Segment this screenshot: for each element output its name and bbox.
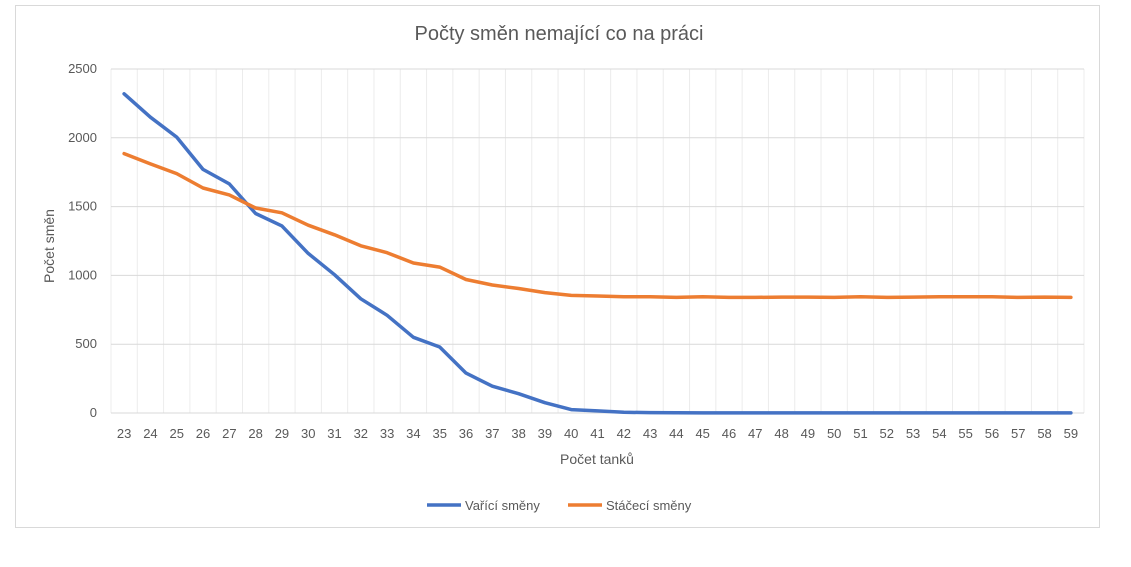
series-line-0 <box>122 92 1073 415</box>
y-tick-label: 2500 <box>68 61 97 76</box>
x-tick-label: 38 <box>511 426 525 441</box>
legend: Vařící směny Stáčecí směny <box>427 498 692 513</box>
line-chart: Počty směn nemající co na práci 0 500 1000… <box>41 23 1085 513</box>
x-tick-label: 49 <box>801 426 815 441</box>
x-tick-label: 26 <box>196 426 210 441</box>
x-tick-label: 43 <box>643 426 657 441</box>
x-tick-label: 35 <box>432 426 446 441</box>
x-tick-label: 58 <box>1037 426 1051 441</box>
x-tick-label: 45 <box>695 426 709 441</box>
x-tick-label: 27 <box>222 426 236 441</box>
x-tick-label: 39 <box>538 426 552 441</box>
x-tick-label: 57 <box>1011 426 1025 441</box>
x-tick-label: 32 <box>354 426 368 441</box>
x-tick-label: 25 <box>170 426 184 441</box>
x-tick-label: 47 <box>748 426 762 441</box>
x-tick-label: 46 <box>722 426 736 441</box>
y-tick-label: 500 <box>75 336 97 351</box>
x-axis-title: Počet tanků <box>560 451 634 467</box>
legend-label: Stáčecí směny <box>606 498 692 513</box>
x-tick-label: 41 <box>590 426 604 441</box>
y-tick-label: 2000 <box>68 130 97 145</box>
series-lines <box>122 92 1073 415</box>
series-line-1 <box>122 151 1073 300</box>
x-axis-ticks: 23 24 25 26 27 28 29 30 31 32 33 34 35 36 37 38 39 40 41 42… <box>117 426 1078 441</box>
x-tick-label: 31 <box>327 426 341 441</box>
x-tick-label: 51 <box>853 426 867 441</box>
x-tick-label: 30 <box>301 426 315 441</box>
x-tick-label: 37 <box>485 426 499 441</box>
x-tick-label: 59 <box>1064 426 1078 441</box>
x-tick-label: 48 <box>774 426 788 441</box>
x-tick-label: 52 <box>880 426 894 441</box>
x-tick-label: 50 <box>827 426 841 441</box>
x-tick-label: 56 <box>985 426 999 441</box>
x-tick-label: 34 <box>406 426 420 441</box>
gridlines <box>110 68 1085 414</box>
x-tick-label: 54 <box>932 426 946 441</box>
x-tick-label: 55 <box>958 426 972 441</box>
x-tick-label: 42 <box>617 426 631 441</box>
x-tick-label: 28 <box>248 426 262 441</box>
chart-area: Počty směn nemající co na práci 0 500 1000… <box>15 5 1100 528</box>
chart-title: Počty směn nemající co na práci <box>414 23 703 45</box>
x-tick-label: 23 <box>117 426 131 441</box>
legend-label: Vařící směny <box>465 498 540 513</box>
y-axis-title: Počet směn <box>41 209 57 283</box>
x-tick-label: 36 <box>459 426 473 441</box>
y-tick-label: 0 <box>90 405 97 420</box>
y-tick-label: 1500 <box>68 199 97 214</box>
x-tick-label: 53 <box>906 426 920 441</box>
x-tick-label: 44 <box>669 426 683 441</box>
x-tick-label: 24 <box>143 426 157 441</box>
y-tick-label: 1000 <box>68 267 97 282</box>
y-axis-ticks: 0 500 1000 1500 2000 2500 <box>68 61 97 420</box>
x-tick-label: 40 <box>564 426 578 441</box>
x-tick-label: 33 <box>380 426 394 441</box>
x-tick-label: 29 <box>275 426 289 441</box>
